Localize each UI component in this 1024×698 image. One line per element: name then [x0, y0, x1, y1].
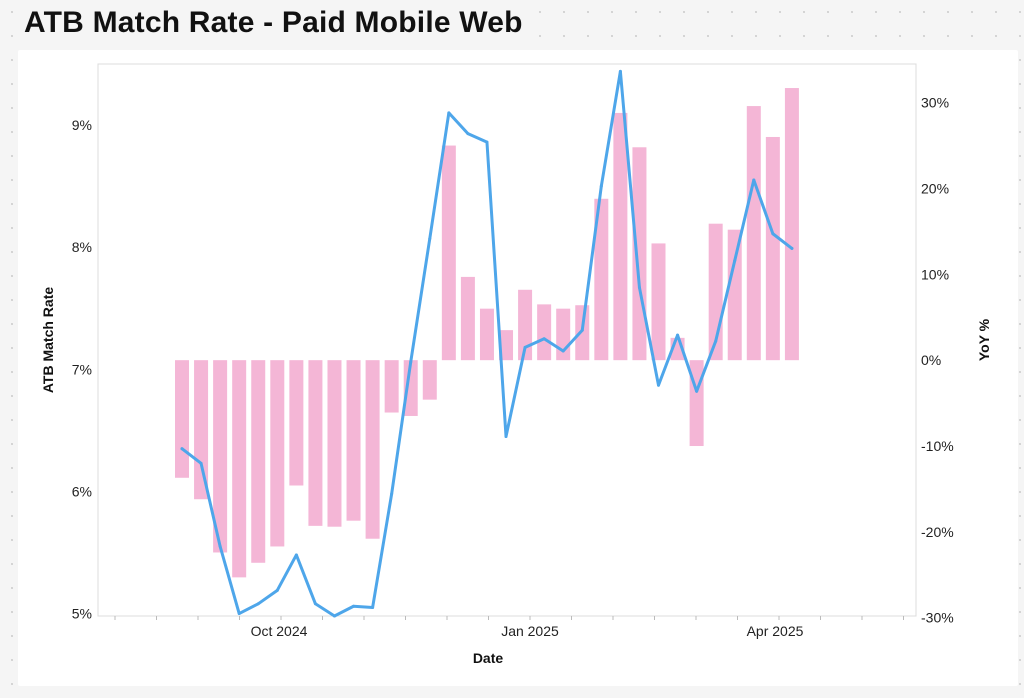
bar — [784, 88, 799, 361]
line-point — [256, 602, 260, 606]
x-tick-label: Jan 2025 — [501, 623, 559, 639]
chart-canvas: 5% 6% 7% 8% 9% -30% -20% -10% 0% 10% 20% 30% Oct 2… — [40, 63, 992, 666]
chart-title: ATB Match Rate - Paid Mobile Web — [20, 4, 527, 42]
bar — [422, 360, 437, 400]
bar — [632, 147, 647, 361]
y-tick-label: 7% — [72, 361, 92, 377]
bar — [251, 360, 266, 563]
y2-tick-label: 20% — [921, 180, 949, 196]
line-point — [637, 285, 641, 289]
y2-axis-title: YoY % — [976, 318, 992, 361]
line-point — [390, 492, 394, 496]
line-point — [199, 461, 203, 465]
y-axis-left: 5% 6% 7% 8% 9% — [72, 117, 92, 622]
chart-card: 5% 6% 7% 8% 9% -30% -20% -10% 0% 10% 20% 30% Oct 2… — [18, 50, 1018, 686]
y-axis-right: -30% -20% -10% 0% 10% 20% 30% — [921, 95, 954, 626]
bar — [765, 136, 780, 361]
bar — [651, 243, 666, 361]
y2-tick-label: 30% — [921, 95, 949, 111]
line-point — [447, 111, 451, 115]
x-tick-label: Apr 2025 — [747, 623, 804, 639]
line-point — [352, 604, 356, 608]
bar-series — [175, 88, 799, 578]
bar — [308, 360, 323, 526]
y2-tick-label: 10% — [921, 266, 949, 282]
y2-tick-label: -30% — [921, 610, 954, 626]
bar — [575, 305, 590, 361]
y2-tick-label: -10% — [921, 438, 954, 454]
line-point — [752, 178, 756, 182]
bar — [289, 360, 304, 486]
bar — [232, 360, 247, 578]
y2-tick-label: 0% — [921, 352, 941, 368]
bar — [346, 360, 361, 521]
plot-frame — [97, 63, 917, 617]
line-point — [371, 605, 375, 609]
y-tick-label: 9% — [72, 117, 92, 133]
bar — [327, 360, 342, 527]
y2-tick-label: -20% — [921, 524, 954, 540]
bar — [194, 360, 209, 500]
bar — [537, 304, 552, 361]
line-point — [332, 614, 336, 618]
bar — [594, 198, 609, 361]
line-series — [180, 69, 794, 618]
line-point — [504, 434, 508, 438]
line-point — [180, 447, 184, 451]
bar — [384, 360, 399, 413]
bar — [270, 360, 285, 547]
line-point — [561, 349, 565, 353]
line-point — [542, 337, 546, 341]
line-point — [428, 237, 432, 241]
x-axis-title: Date — [473, 650, 504, 666]
x-axis: Oct 2024 Jan 2025 Apr 2025 — [114, 616, 904, 639]
bar — [479, 308, 494, 361]
bar — [213, 360, 228, 553]
line-point — [218, 544, 222, 548]
line-point — [790, 246, 794, 250]
bar — [727, 229, 742, 361]
bar — [518, 289, 533, 361]
y-axis-title: ATB Match Rate — [40, 287, 56, 394]
line-point — [294, 553, 298, 557]
bar — [441, 145, 456, 361]
line-point — [599, 184, 603, 188]
line-point — [523, 345, 527, 349]
line-point — [771, 232, 775, 236]
line-point — [657, 383, 660, 387]
line-point — [466, 132, 470, 136]
line-point — [409, 360, 413, 364]
y-tick-label: 6% — [72, 483, 92, 499]
line-point — [313, 602, 317, 606]
line-point — [676, 333, 680, 337]
bar — [499, 330, 514, 361]
line-point — [237, 612, 241, 616]
bar — [746, 106, 761, 361]
line-point — [275, 588, 279, 592]
x-tick-label: Oct 2024 — [251, 623, 308, 639]
line-point — [580, 328, 584, 332]
line-point — [714, 339, 718, 343]
bar — [613, 112, 628, 361]
bar — [403, 360, 418, 416]
bar — [175, 360, 189, 478]
bar — [365, 360, 380, 539]
y-tick-label: 8% — [72, 239, 92, 255]
line-point — [695, 389, 699, 393]
line-point — [485, 140, 489, 144]
y-tick-label: 5% — [72, 606, 92, 622]
line-point — [733, 259, 737, 263]
bar — [460, 276, 475, 361]
line-point — [618, 69, 622, 73]
